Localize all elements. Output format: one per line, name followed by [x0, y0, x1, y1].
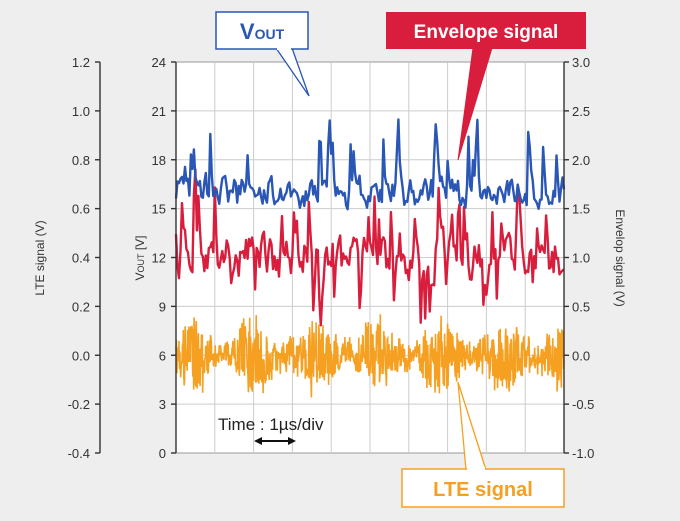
envelope-callout: Envelope signal: [386, 12, 586, 161]
lte-axis-tick-label: 0.0: [72, 348, 90, 363]
envelope-axis-tick-label: 0.0: [572, 348, 590, 363]
lte-callout: LTE signal: [401, 381, 565, 508]
vout-axis-tick-label: 24: [152, 55, 166, 70]
vout-trace: [174, 118, 566, 211]
lte-axis-tick-label: 1.2: [72, 55, 90, 70]
vout-axis-tick-label: 18: [152, 153, 166, 168]
left-outer-axis-label: LTE signal (V): [33, 220, 47, 295]
envelope-axis-tick-label: 0.5: [572, 299, 590, 314]
lte-axis-tick-label: -0.2: [68, 397, 90, 412]
lte-axis-tick-label: 0.4: [72, 251, 90, 266]
envelope-axis-tick-label: 3.0: [572, 55, 590, 70]
lte-axis-tick-label: -0.4: [68, 446, 90, 461]
lte-callout-box: [401, 468, 565, 508]
traces: [174, 118, 566, 398]
vout-axis-tick-label: 21: [152, 104, 166, 119]
left-inner-axis-label: VOUT [V]: [133, 235, 147, 280]
lte-axis-tick-label: 0.8: [72, 153, 90, 168]
vout-axis-tick-label: 6: [159, 348, 166, 363]
vout-axis-tick-label: 12: [152, 251, 166, 266]
envelope-callout-box: [386, 12, 586, 49]
lte-axis-tick-label: 0.2: [72, 299, 90, 314]
lte-callout-pointer: [457, 381, 487, 471]
vout-axis-sub: OUT: [136, 253, 146, 273]
vout-axis-unit: [V]: [133, 235, 147, 253]
envelope-axis-tick-label: -1.0: [572, 446, 594, 461]
envelope-axis-tick-label: 2.0: [572, 153, 590, 168]
vout-axis-tick-label: 3: [159, 397, 166, 412]
lte-axis-tick-label: 1.0: [72, 104, 90, 119]
time-division-label: Time : 1µs/div: [218, 415, 324, 434]
vout-axis-tick-label: 15: [152, 202, 166, 217]
tick-labels: 1.2 1.0 0.8 0.6 0.4 0.2 0.0 -0.2 -0.4 24 21 18 15 12 9…: [68, 55, 595, 461]
envelope-callout-text: Envelope signal: [414, 22, 559, 43]
envelope-axis-tick-label: 2.5: [572, 104, 590, 119]
vout-axis-main: V: [133, 273, 147, 281]
vout-callout-box: [215, 11, 309, 50]
envelope-axis-tick-label: -0.5: [572, 397, 594, 412]
lte-callout-text: LTE signal: [433, 479, 533, 501]
envelope-axis-tick-label: 1.5: [572, 202, 590, 217]
vout-callout-text: VOUT: [240, 19, 285, 44]
envelope-axis-tick-label: 1.0: [572, 251, 590, 266]
vout-callout-pointer: [275, 47, 310, 97]
lte-signal-trace: [175, 314, 565, 398]
vout-axis-tick-label: 0: [159, 446, 166, 461]
lte-axis-tick-label: 0.6: [72, 202, 90, 217]
right-axis-label: Envelop signal (V): [613, 209, 627, 306]
vout-axis-tick-label: 9: [159, 299, 166, 314]
vout-callout: VOUT: [215, 11, 310, 97]
envelope-signal-trace: [174, 168, 565, 327]
time-division-arrow: [254, 437, 296, 445]
